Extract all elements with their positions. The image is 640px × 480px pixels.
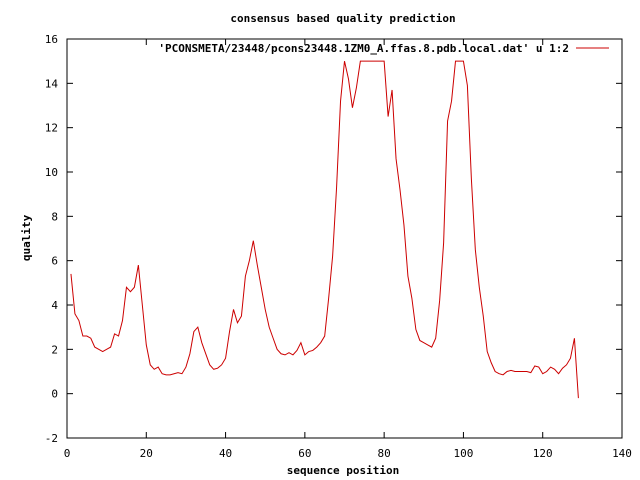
legend-label: 'PCONSMETA/23448/pcons23448.1ZM0_A.ffas.…	[158, 42, 569, 55]
y-tick-label: 6	[51, 255, 58, 268]
x-axis-label: sequence position	[287, 464, 400, 477]
y-axis-label: quality	[20, 214, 33, 261]
legend: 'PCONSMETA/23448/pcons23448.1ZM0_A.ffas.…	[158, 42, 609, 55]
x-tick-label: 60	[298, 447, 311, 460]
x-tick-label: 120	[533, 447, 553, 460]
y-tick-label: 8	[51, 210, 58, 223]
chart-title: consensus based quality prediction	[230, 12, 455, 25]
y-tick-label: 4	[51, 299, 58, 312]
x-tick-label: 140	[612, 447, 632, 460]
x-tick-label: 0	[64, 447, 71, 460]
y-tick-label: -2	[45, 432, 58, 445]
x-tick-label: 80	[378, 447, 391, 460]
axes	[66, 38, 623, 439]
x-tick-label: 40	[219, 447, 232, 460]
y-tick-label: 10	[45, 166, 58, 179]
x-tick-label: 20	[140, 447, 153, 460]
series-layer	[70, 60, 579, 399]
y-tick-label: 2	[51, 343, 58, 356]
y-tick-label: 14	[45, 77, 59, 90]
y-tick-label: 12	[45, 122, 58, 135]
y-tick-label: 16	[45, 33, 58, 46]
ticks: 0 20 40 60 80 100 120 140 -2 0 2 4 6 8 10 12 14 16	[45, 33, 632, 460]
y-tick-label: 0	[51, 388, 58, 401]
plot-frame	[66, 38, 623, 439]
x-tick-label: 100	[453, 447, 473, 460]
series-line	[70, 60, 579, 399]
